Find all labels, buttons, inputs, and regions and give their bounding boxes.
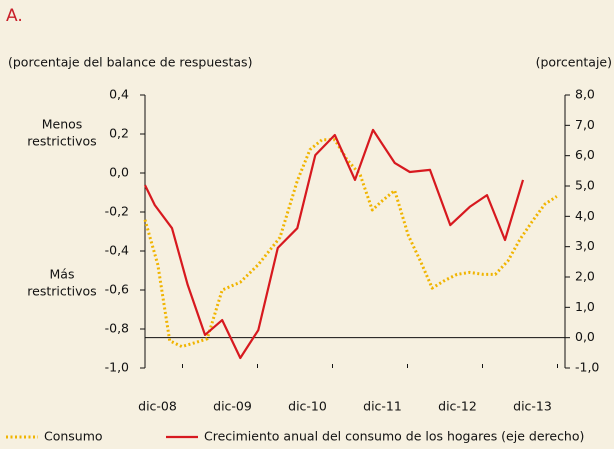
x-tick-label: dic-13	[513, 399, 552, 414]
x-tick-label: dic-10	[288, 399, 327, 414]
y2-tick-label: 1,0	[575, 299, 595, 314]
y-tick-label: -1,0	[105, 360, 129, 375]
y2-tick-label: 4,0	[575, 208, 595, 223]
legend-label: Crecimiento anual del consumo de los hog…	[204, 429, 584, 444]
legend-label: Consumo	[44, 429, 103, 444]
y-tick-label: -0,2	[105, 204, 129, 219]
annotation: Más	[50, 267, 75, 282]
y2-tick-label: 0,0	[575, 329, 595, 344]
y2-tick-label: 6,0	[575, 147, 595, 162]
y-tick-label: -0,6	[105, 282, 129, 297]
y-tick-label: 0,0	[109, 165, 129, 180]
x-tick-label: dic-08	[138, 399, 177, 414]
y2-tick-label: 5,0	[575, 178, 595, 193]
y2-tick-label: 8,0	[575, 87, 595, 102]
y-tick-label: -0,4	[105, 243, 129, 258]
y-axis-label: (porcentaje del balance de respuestas)	[8, 55, 252, 70]
chart-title: A.	[6, 6, 23, 26]
y-tick-label: 0,2	[109, 126, 129, 141]
y-tick-label: -0,8	[105, 321, 129, 336]
x-tick-label: dic-12	[438, 399, 477, 414]
annotation: restrictivos	[27, 284, 96, 299]
annotation: Menos	[42, 117, 83, 132]
x-tick-label: dic-11	[363, 399, 402, 414]
annotation: restrictivos	[27, 134, 96, 149]
y-tick-label: 0,4	[109, 87, 129, 102]
series-line	[144, 128, 525, 360]
y2-axis-label: (porcentaje)	[536, 55, 612, 70]
y2-tick-label: 2,0	[575, 269, 595, 284]
y2-tick-label: 3,0	[575, 238, 595, 253]
x-tick-label: dic-09	[213, 399, 252, 414]
y2-tick-label: -1,0	[575, 360, 599, 375]
y2-tick-label: 7,0	[575, 117, 595, 132]
